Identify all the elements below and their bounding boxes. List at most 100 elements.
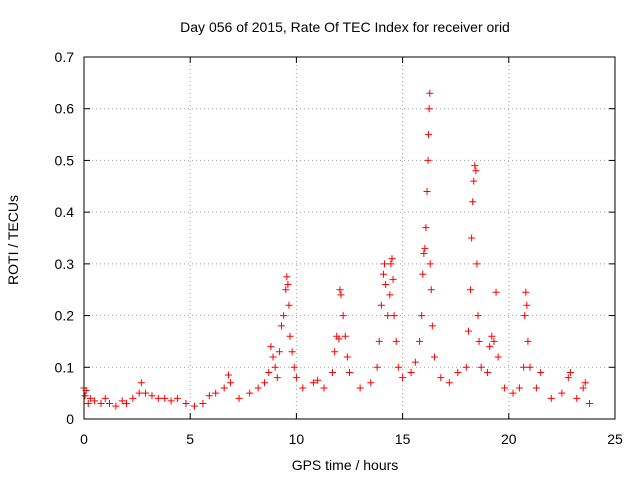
x-tick-label: 0 — [80, 431, 88, 447]
data-point — [416, 337, 424, 345]
plot-frame — [83, 56, 616, 420]
data-point — [490, 337, 498, 345]
data-point — [472, 167, 480, 175]
data-point — [267, 343, 275, 351]
data-point — [280, 312, 288, 320]
x-tick-label: 25 — [607, 431, 623, 447]
data-point — [469, 198, 477, 206]
data-point — [425, 131, 433, 139]
data-point — [475, 337, 483, 345]
data-point — [425, 105, 433, 113]
data-point — [445, 379, 453, 387]
data-point — [558, 389, 566, 397]
data-point — [220, 384, 228, 392]
data-point — [387, 260, 395, 268]
data-point — [473, 260, 481, 268]
data-point — [246, 389, 254, 397]
data-point — [526, 363, 534, 371]
data-point — [367, 379, 375, 387]
data-point — [336, 286, 344, 294]
data-point — [265, 368, 273, 376]
y-tick-label: 0 — [66, 411, 74, 427]
data-point — [386, 291, 394, 299]
data-point — [271, 363, 279, 371]
data-point — [471, 162, 479, 170]
data-point — [488, 332, 496, 340]
x-tick-label: 5 — [186, 431, 194, 447]
data-point — [137, 379, 145, 387]
data-point — [182, 399, 190, 407]
data-point — [411, 358, 419, 366]
data-point — [84, 399, 92, 407]
data-point — [581, 379, 589, 387]
data-point — [470, 177, 478, 185]
data-point — [520, 363, 528, 371]
data-point — [462, 363, 470, 371]
y-tick-label: 0.5 — [55, 152, 75, 168]
data-point — [285, 301, 293, 309]
data-point — [424, 156, 432, 164]
data-point — [509, 389, 517, 397]
data-point — [101, 394, 109, 402]
data-point — [373, 363, 381, 371]
data-point — [86, 394, 94, 402]
y-tick-label: 0.7 — [55, 49, 75, 65]
data-points — [80, 89, 594, 410]
data-point — [486, 343, 494, 351]
data-point — [422, 224, 430, 232]
y-tick-label: 0.6 — [55, 101, 75, 117]
data-point — [337, 291, 345, 299]
y-tick-labels: 0 0.1 0.2 0.3 0.4 0.5 0.6 0.7 — [55, 49, 75, 427]
data-point — [501, 384, 509, 392]
data-point — [142, 389, 150, 397]
data-point — [148, 392, 156, 400]
x-tick-label: 10 — [289, 431, 305, 447]
data-point — [254, 384, 262, 392]
data-point — [346, 368, 353, 376]
data-point — [437, 374, 445, 382]
data-point — [356, 384, 364, 392]
data-point — [522, 288, 530, 296]
data-point — [382, 281, 390, 289]
data-point — [227, 379, 235, 387]
data-point — [427, 286, 435, 294]
data-point — [335, 335, 343, 343]
data-point — [286, 332, 294, 340]
x-tick-label: 20 — [501, 431, 517, 447]
data-point — [381, 260, 389, 268]
data-point — [284, 281, 292, 289]
data-point — [564, 374, 572, 382]
data-point — [154, 394, 162, 402]
data-point — [494, 353, 502, 361]
data-point — [537, 368, 545, 376]
data-point — [122, 399, 130, 407]
data-point — [399, 374, 407, 382]
data-point — [167, 397, 175, 405]
data-point — [273, 374, 281, 382]
data-point — [288, 348, 296, 356]
data-point — [314, 376, 322, 384]
data-point — [566, 368, 574, 376]
data-point — [331, 348, 339, 356]
data-point — [423, 187, 431, 195]
y-tick-label: 0.2 — [55, 308, 75, 324]
data-point — [389, 275, 397, 283]
data-point — [292, 374, 300, 382]
data-point — [464, 327, 472, 335]
data-point — [532, 384, 540, 392]
data-point — [375, 337, 383, 345]
data-point — [190, 402, 198, 410]
data-point — [205, 392, 213, 400]
data-point — [282, 286, 290, 294]
grid-lines — [84, 57, 615, 419]
data-point — [278, 322, 286, 330]
data-point — [269, 353, 277, 361]
data-point — [112, 402, 120, 410]
data-point — [547, 394, 555, 402]
data-point — [290, 363, 298, 371]
data-point — [390, 312, 398, 320]
data-point — [420, 250, 428, 258]
data-point — [343, 353, 351, 361]
data-point — [224, 371, 232, 379]
